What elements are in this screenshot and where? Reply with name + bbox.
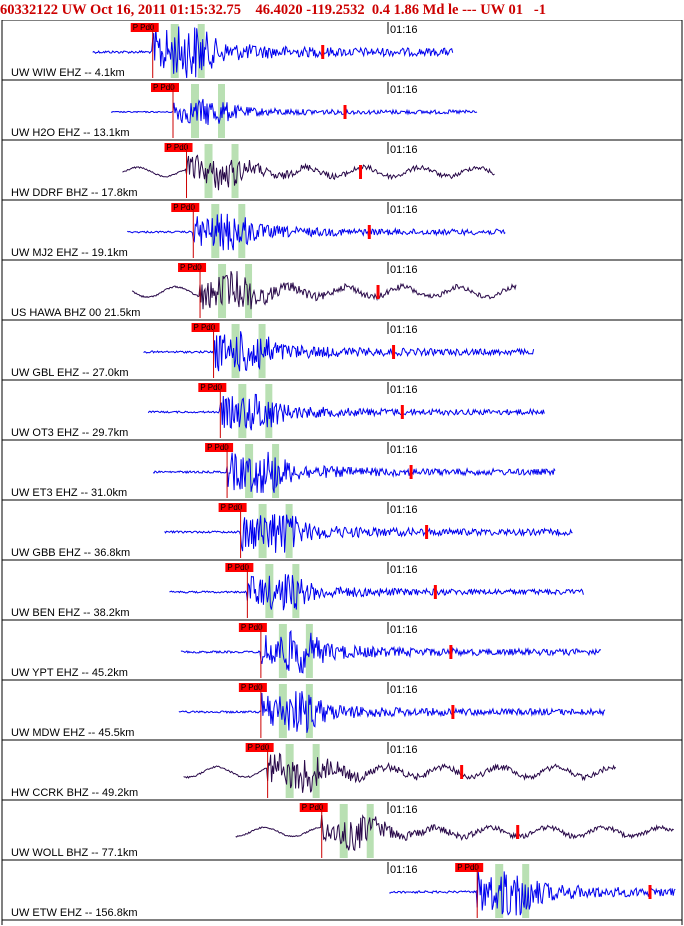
waveform-trace [164,514,573,553]
pick-label: P Pd0 [207,443,229,452]
station-label: UW GBB EHZ -- 36.8km [11,547,130,559]
pick-label: P Pd0 [180,263,202,272]
pick-label: P Pd0 [200,383,222,392]
time-mark-label: 01:16 [390,204,418,216]
phase-window [238,204,246,258]
station-label: UW H2O EHZ -- 13.1km [11,127,130,139]
pick-marker [299,803,328,812]
pick-marker [218,503,247,512]
phase-window [265,564,274,618]
time-mark-label: 01:16 [390,264,418,276]
pick-marker [238,683,267,692]
pick-label: P Pd0 [227,563,249,572]
pick-label: P Pd0 [457,863,479,872]
time-mark-label: 01:16 [390,564,418,576]
station-label: UW OT3 EHZ -- 29.7km [11,427,128,439]
waveform-trace [127,213,506,251]
pick-marker [178,263,207,272]
pick-label: P Pd0 [241,683,263,692]
station-label: HW CCRK BHZ -- 49.2km [11,787,138,799]
phase-window [339,804,348,858]
time-mark-label: 01:16 [390,504,418,516]
waveform-trace [143,331,535,372]
phase-window [238,384,247,438]
pick-label: P Pd0 [241,623,263,632]
pick-marker [238,623,267,632]
phase-window [231,144,239,198]
pick-marker [130,23,159,32]
phase-window [258,504,267,558]
pick-marker [151,83,179,92]
station-label: US HAWA BHZ 00 21.5km [11,307,140,319]
station-label: UW ET3 EHZ -- 31.0km [11,487,127,499]
pick-label: P Pd0 [302,803,324,812]
phase-window [292,564,300,618]
station-label: UW WOLL BHZ -- 77.1km [11,847,138,859]
time-mark-label: 01:16 [390,324,418,336]
time-mark-label: 01:16 [390,864,418,876]
time-mark-label: 01:16 [390,384,418,396]
pick-marker [164,143,193,152]
pick-label: P Pd0 [133,23,155,32]
pick-label: P Pd0 [248,743,270,752]
time-mark-label: 01:16 [390,444,418,456]
time-mark-label: 01:16 [390,684,418,696]
waveform-trace [183,752,617,793]
station-label: UW MJ2 EHZ -- 19.1km [11,247,128,259]
station-label: UW BEN EHZ -- 38.2km [11,607,130,619]
pick-marker [198,383,227,392]
pick-marker [225,563,254,572]
time-mark-label: 01:16 [390,804,418,816]
pick-label: P Pd0 [153,83,175,92]
time-mark-label: 01:16 [390,24,418,36]
pick-marker [245,743,274,752]
pick-marker [191,323,220,332]
waveform-trace [169,574,584,611]
station-label: UW WIW EHZ -- 4.1km [11,67,125,79]
station-label: HW DDRF BHZ -- 17.8km [11,187,138,199]
time-mark-label: 01:16 [390,84,418,96]
station-label: UW ETW EHZ -- 156.8km [11,907,138,919]
phase-window [245,444,254,498]
phase-window [305,684,313,738]
waveform-trace [131,271,517,310]
phase-window [258,324,266,378]
pick-marker [455,863,484,872]
phase-window [285,504,293,558]
waveform-trace [152,451,556,493]
time-mark-label: 01:16 [390,744,418,756]
waveform-trace [389,871,676,916]
pick-label: P Pd0 [221,503,243,512]
time-mark-label: 01:16 [390,144,418,156]
time-mark-label: 01:16 [390,624,418,636]
pick-label: P Pd0 [167,143,189,152]
waveform-trace [122,154,495,191]
phase-window [245,264,253,318]
waveform-trace [110,98,478,126]
phase-window [366,804,374,858]
station-label: UW YPT EHZ -- 45.2km [11,667,128,679]
waveform-trace [180,629,602,674]
pick-label: P Pd0 [173,203,195,212]
waveform-trace [147,393,545,431]
waveform-trace [235,814,674,852]
station-label: UW GBL EHZ -- 27.0km [11,367,129,379]
phase-window [312,744,320,798]
seismogram-panel: 01:16 P Pd0 UW WIW EHZ -- 4.1km 01:16 P Pd0 U… [1,20,683,925]
pick-marker [171,203,200,212]
waveform-trace [178,691,606,733]
pick-label: P Pd0 [194,323,216,332]
event-header: 60332122 UW Oct 16, 2011 01:15:32.75 46.… [0,2,547,18]
pick-marker [205,443,234,452]
station-label: UW MDW EHZ -- 45.5km [11,727,134,739]
phase-window [495,864,504,918]
